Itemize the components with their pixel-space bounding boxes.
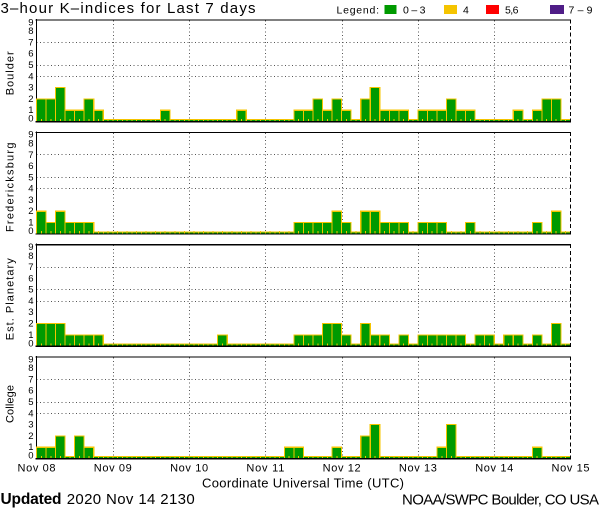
svg-text:8: 8 (28, 139, 33, 150)
svg-text:4: 4 (463, 4, 469, 16)
svg-text:Nov 08: Nov 08 (18, 463, 56, 475)
svg-text:3: 3 (28, 83, 33, 94)
svg-text:Legend:: Legend: (337, 4, 380, 16)
svg-text:2: 2 (28, 431, 33, 442)
svg-text:Nov 09: Nov 09 (94, 463, 132, 475)
svg-text:3: 3 (28, 307, 33, 318)
svg-text:1: 1 (28, 217, 33, 228)
svg-text:1: 1 (28, 105, 33, 116)
svg-text:Nov 11: Nov 11 (246, 463, 284, 475)
svg-text:5: 5 (28, 397, 33, 408)
svg-text:9: 9 (28, 17, 33, 28)
svg-text:8: 8 (28, 251, 33, 262)
svg-text:0: 0 (28, 114, 33, 125)
svg-text:7: 7 (28, 374, 33, 385)
svg-text:6: 6 (28, 386, 33, 397)
svg-text:Nov 13: Nov 13 (399, 463, 437, 475)
svg-text:3: 3 (28, 195, 33, 206)
svg-text:5,6: 5,6 (505, 4, 519, 16)
svg-text:5: 5 (28, 60, 33, 71)
svg-text:2: 2 (28, 206, 33, 217)
svg-text:0: 0 (28, 338, 33, 349)
svg-text:Nov 10: Nov 10 (170, 463, 208, 475)
svg-text:4: 4 (28, 296, 33, 307)
svg-text:5: 5 (28, 172, 33, 183)
svg-text:NOAA/SWPC Boulder, CO USA: NOAA/SWPC Boulder, CO USA (402, 492, 599, 509)
svg-text:2: 2 (28, 319, 33, 330)
svg-text:7–9: 7–9 (569, 4, 593, 16)
svg-text:3: 3 (28, 420, 33, 431)
svg-text:6: 6 (28, 49, 33, 60)
svg-text:0: 0 (28, 226, 33, 237)
svg-text:Coordinate Universal Time (UTC: Coordinate Universal Time (UTC) (202, 475, 404, 490)
svg-text:6: 6 (28, 273, 33, 284)
svg-text:2020 Nov 14 2130: 2020 Nov 14 2130 (67, 491, 195, 508)
svg-text:Nov 12: Nov 12 (323, 463, 361, 475)
svg-text:7: 7 (28, 150, 33, 161)
svg-text:Boulder: Boulder (5, 51, 17, 95)
svg-text:Fredericksburg: Fredericksburg (5, 143, 17, 233)
svg-text:1: 1 (28, 330, 33, 341)
svg-text:College: College (5, 385, 17, 423)
svg-text:4: 4 (28, 71, 33, 82)
svg-text:5: 5 (28, 285, 33, 296)
svg-text:0–3: 0–3 (403, 4, 426, 16)
svg-text:8: 8 (28, 363, 33, 374)
svg-text:9: 9 (28, 242, 33, 253)
svg-text:1: 1 (28, 442, 33, 453)
svg-text:4: 4 (28, 184, 33, 195)
svg-text:9: 9 (28, 130, 33, 141)
svg-text:Updated: Updated (1, 491, 62, 508)
svg-text:9: 9 (28, 354, 33, 365)
svg-text:7: 7 (28, 37, 33, 48)
svg-text:Nov 15: Nov 15 (552, 463, 590, 475)
svg-text:8: 8 (28, 26, 33, 37)
svg-text:6: 6 (28, 161, 33, 172)
svg-text:0: 0 (28, 451, 33, 462)
svg-text:Est. Planetary: Est. Planetary (5, 258, 17, 341)
svg-text:Nov 14: Nov 14 (475, 463, 513, 475)
svg-text:7: 7 (28, 262, 33, 273)
svg-text:2: 2 (28, 94, 33, 105)
svg-text:3–hour K–indices for Last 7 da: 3–hour K–indices for Last 7 days (1, 0, 256, 17)
svg-text:4: 4 (28, 408, 33, 419)
